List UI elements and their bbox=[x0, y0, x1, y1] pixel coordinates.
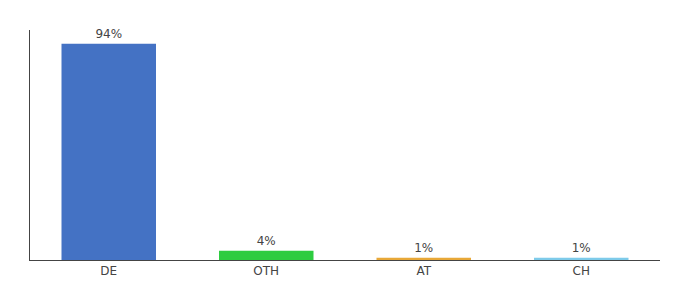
svg-text:4%: 4% bbox=[257, 234, 276, 248]
svg-text:1%: 1% bbox=[572, 241, 591, 255]
svg-text:CH: CH bbox=[573, 264, 590, 278]
svg-text:1%: 1% bbox=[414, 241, 433, 255]
svg-text:94%: 94% bbox=[95, 27, 122, 41]
svg-text:OTH: OTH bbox=[253, 264, 279, 278]
svg-text:AT: AT bbox=[416, 264, 431, 278]
svg-text:DE: DE bbox=[100, 264, 117, 278]
